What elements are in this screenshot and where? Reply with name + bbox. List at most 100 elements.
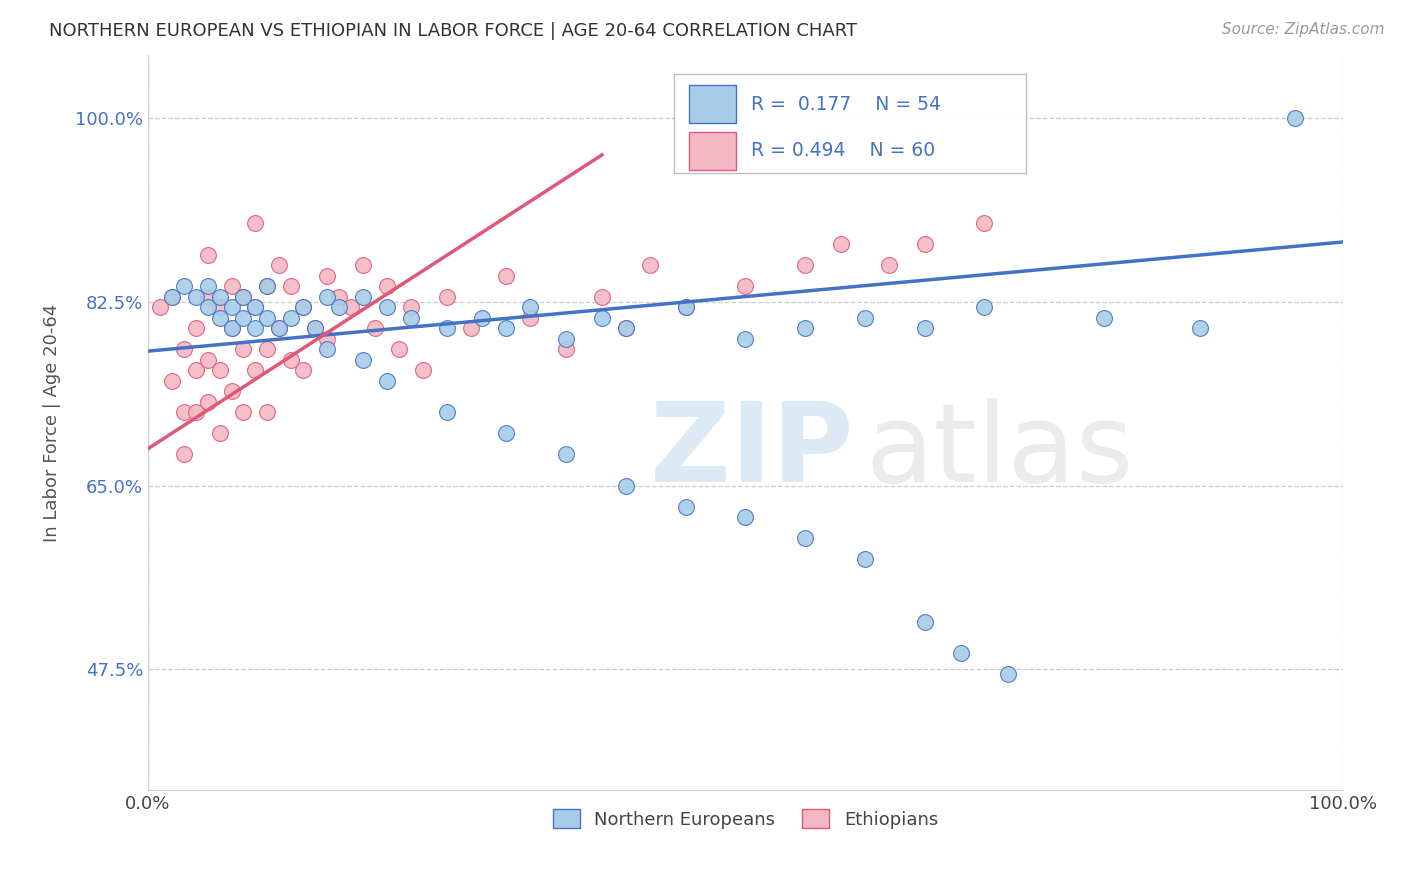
Point: [375, 374, 398, 388]
Point: [197, 289, 219, 303]
Point: [173, 279, 195, 293]
Point: [591, 310, 613, 325]
Point: [471, 310, 494, 325]
Point: [280, 310, 302, 325]
Point: [292, 300, 315, 314]
Point: [316, 289, 339, 303]
Point: [316, 268, 339, 283]
Point: [269, 321, 291, 335]
Point: [197, 352, 219, 367]
Point: [208, 289, 231, 303]
Y-axis label: In Labor Force | Age 20-64: In Labor Force | Age 20-64: [44, 303, 60, 541]
Point: [973, 300, 995, 314]
Point: [495, 425, 517, 440]
Point: [555, 342, 578, 356]
Point: [256, 279, 278, 293]
Point: [734, 332, 756, 346]
Point: [245, 363, 267, 377]
Point: [614, 321, 637, 335]
Point: [375, 300, 398, 314]
Point: [734, 510, 756, 524]
Point: [436, 289, 458, 303]
Point: [197, 247, 219, 261]
Point: [197, 300, 219, 314]
Point: [232, 310, 254, 325]
Point: [208, 363, 231, 377]
Point: [208, 310, 231, 325]
Point: [304, 321, 326, 335]
Point: [591, 289, 613, 303]
Point: [340, 300, 363, 314]
Point: [292, 300, 315, 314]
Point: [184, 289, 207, 303]
Point: [160, 289, 183, 303]
Point: [794, 531, 817, 545]
Point: [399, 300, 422, 314]
Point: [328, 289, 350, 303]
FancyBboxPatch shape: [689, 131, 735, 169]
Point: [364, 321, 387, 335]
Point: [221, 300, 243, 314]
Point: [1284, 111, 1306, 125]
Point: [280, 279, 302, 293]
Point: [375, 279, 398, 293]
Point: [675, 300, 697, 314]
Point: [352, 258, 374, 272]
Point: [184, 405, 207, 419]
Point: [388, 342, 411, 356]
Point: [245, 216, 267, 230]
Point: [160, 289, 183, 303]
Point: [734, 279, 756, 293]
Point: [877, 258, 900, 272]
Point: [614, 321, 637, 335]
Point: [519, 310, 541, 325]
Point: [675, 300, 697, 314]
Legend: Northern Europeans, Ethiopians: Northern Europeans, Ethiopians: [546, 802, 945, 836]
Text: ZIP: ZIP: [650, 399, 853, 506]
Point: [914, 237, 936, 252]
Point: [292, 363, 315, 377]
Point: [173, 342, 195, 356]
Point: [316, 342, 339, 356]
Point: [794, 258, 817, 272]
Text: Source: ZipAtlas.com: Source: ZipAtlas.com: [1222, 22, 1385, 37]
Point: [232, 342, 254, 356]
Point: [304, 321, 326, 335]
Point: [149, 300, 172, 314]
Point: [208, 425, 231, 440]
Point: [638, 258, 661, 272]
Point: [245, 321, 267, 335]
Point: [256, 310, 278, 325]
Point: [245, 300, 267, 314]
Point: [794, 321, 817, 335]
Point: [352, 289, 374, 303]
Point: [197, 394, 219, 409]
Point: [232, 405, 254, 419]
Point: [221, 321, 243, 335]
Point: [555, 332, 578, 346]
Point: [256, 279, 278, 293]
Point: [232, 289, 254, 303]
Point: [997, 667, 1019, 681]
Point: [675, 500, 697, 514]
Point: [495, 268, 517, 283]
Point: [853, 552, 876, 566]
Point: [221, 279, 243, 293]
Point: [399, 310, 422, 325]
Point: [519, 300, 541, 314]
Point: [256, 405, 278, 419]
Point: [269, 321, 291, 335]
Text: atlas: atlas: [865, 399, 1133, 506]
FancyBboxPatch shape: [689, 86, 735, 123]
Point: [914, 615, 936, 629]
Point: [460, 321, 482, 335]
Point: [184, 321, 207, 335]
Point: [280, 352, 302, 367]
Point: [328, 300, 350, 314]
Text: R = 0.494    N = 60: R = 0.494 N = 60: [751, 141, 935, 161]
Point: [914, 321, 936, 335]
Point: [949, 647, 972, 661]
Text: R =  0.177    N = 54: R = 0.177 N = 54: [751, 95, 942, 114]
Point: [1188, 321, 1211, 335]
Text: NORTHERN EUROPEAN VS ETHIOPIAN IN LABOR FORCE | AGE 20-64 CORRELATION CHART: NORTHERN EUROPEAN VS ETHIOPIAN IN LABOR …: [49, 22, 858, 40]
